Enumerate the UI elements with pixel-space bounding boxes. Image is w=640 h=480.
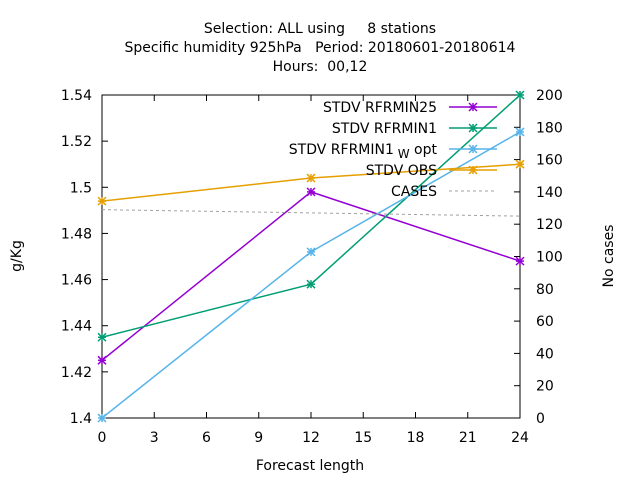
y2-tick-label: 140 <box>536 185 563 201</box>
legend-marker-1 <box>468 123 478 133</box>
y2-tick-label: 100 <box>536 250 563 266</box>
series-point-1 <box>515 90 525 100</box>
y2-tick-label: 20 <box>536 379 554 395</box>
y-tick-label: 1.54 <box>61 88 92 104</box>
series-point-3 <box>97 196 107 206</box>
x-tick-label: 3 <box>150 430 159 446</box>
y2-tick-label: 180 <box>536 120 563 136</box>
x-tick-label: 21 <box>459 430 477 446</box>
x-tick-label: 12 <box>302 430 320 446</box>
y2-tick-label: 60 <box>536 314 554 330</box>
x-tick-label: 0 <box>98 430 107 446</box>
y-axis-label: g/Kg <box>9 240 25 272</box>
legend-marker-0 <box>468 102 478 112</box>
y-tick-label: 1.52 <box>61 134 92 150</box>
y2-tick-label: 200 <box>536 88 563 104</box>
series-point-2 <box>97 413 107 423</box>
legend-label-3: STDV OBS <box>366 163 437 179</box>
series-point-1 <box>306 279 316 289</box>
series-point-0 <box>97 355 107 365</box>
series-point-2 <box>306 247 316 257</box>
series-line-0 <box>101 191 521 361</box>
y-tick-label: 1.44 <box>61 319 92 335</box>
title-line-3: Hours: 00,12 <box>273 59 368 75</box>
x-tick-label: 18 <box>407 430 425 446</box>
y2-tick-label: 160 <box>536 153 563 169</box>
title-line-1: Selection: ALL using 8 stations <box>204 21 436 37</box>
series-point-3 <box>306 173 316 183</box>
y2-tick-label: 40 <box>536 346 554 362</box>
legend-label-1: STDV RFRMIN1 <box>332 121 437 137</box>
series-line-1 <box>101 94 521 338</box>
x-tick-label: 24 <box>511 430 529 446</box>
legend-marker-2 <box>468 144 478 154</box>
title-line-2: Specific humidity 925hPa Period: 2018060… <box>125 40 516 56</box>
series-line-4 <box>101 209 521 217</box>
x-tick-label: 9 <box>254 430 263 446</box>
y-tick-label: 1.48 <box>61 226 92 242</box>
series-point-0 <box>515 256 525 266</box>
plot-marks: 1.41.421.441.461.481.51.521.540204060801… <box>61 88 563 446</box>
y2-tick-label: 0 <box>536 411 545 427</box>
y-tick-label: 1.42 <box>61 365 92 381</box>
y2-tick-label: 120 <box>536 217 563 233</box>
series-point-2 <box>515 127 525 137</box>
series-point-3 <box>515 159 525 169</box>
y2-tick-label: 80 <box>536 282 554 298</box>
legend-label-4: CASES <box>391 184 437 200</box>
x-tick-label: 6 <box>202 430 211 446</box>
chart-title: Selection: ALL using 8 stations Specific… <box>125 21 516 75</box>
legend-label-0: STDV RFRMIN25 <box>323 100 437 116</box>
series-point-0 <box>306 187 316 197</box>
y-tick-label: 1.4 <box>70 411 92 427</box>
legend-marker-3 <box>468 165 478 175</box>
legend: STDV RFRMIN25 STDV RFRMIN1 STDV RFRMIN1 W … <box>289 100 497 200</box>
x-axis-label: Forecast length <box>256 458 364 474</box>
y-tick-label: 1.46 <box>61 273 92 289</box>
y-tick-label: 1.5 <box>70 180 92 196</box>
legend-label-2: STDV RFRMIN1 W opt <box>289 142 438 161</box>
series-point-1 <box>97 332 107 342</box>
y2-axis-label: No cases <box>601 225 617 288</box>
x-tick-label: 15 <box>354 430 372 446</box>
